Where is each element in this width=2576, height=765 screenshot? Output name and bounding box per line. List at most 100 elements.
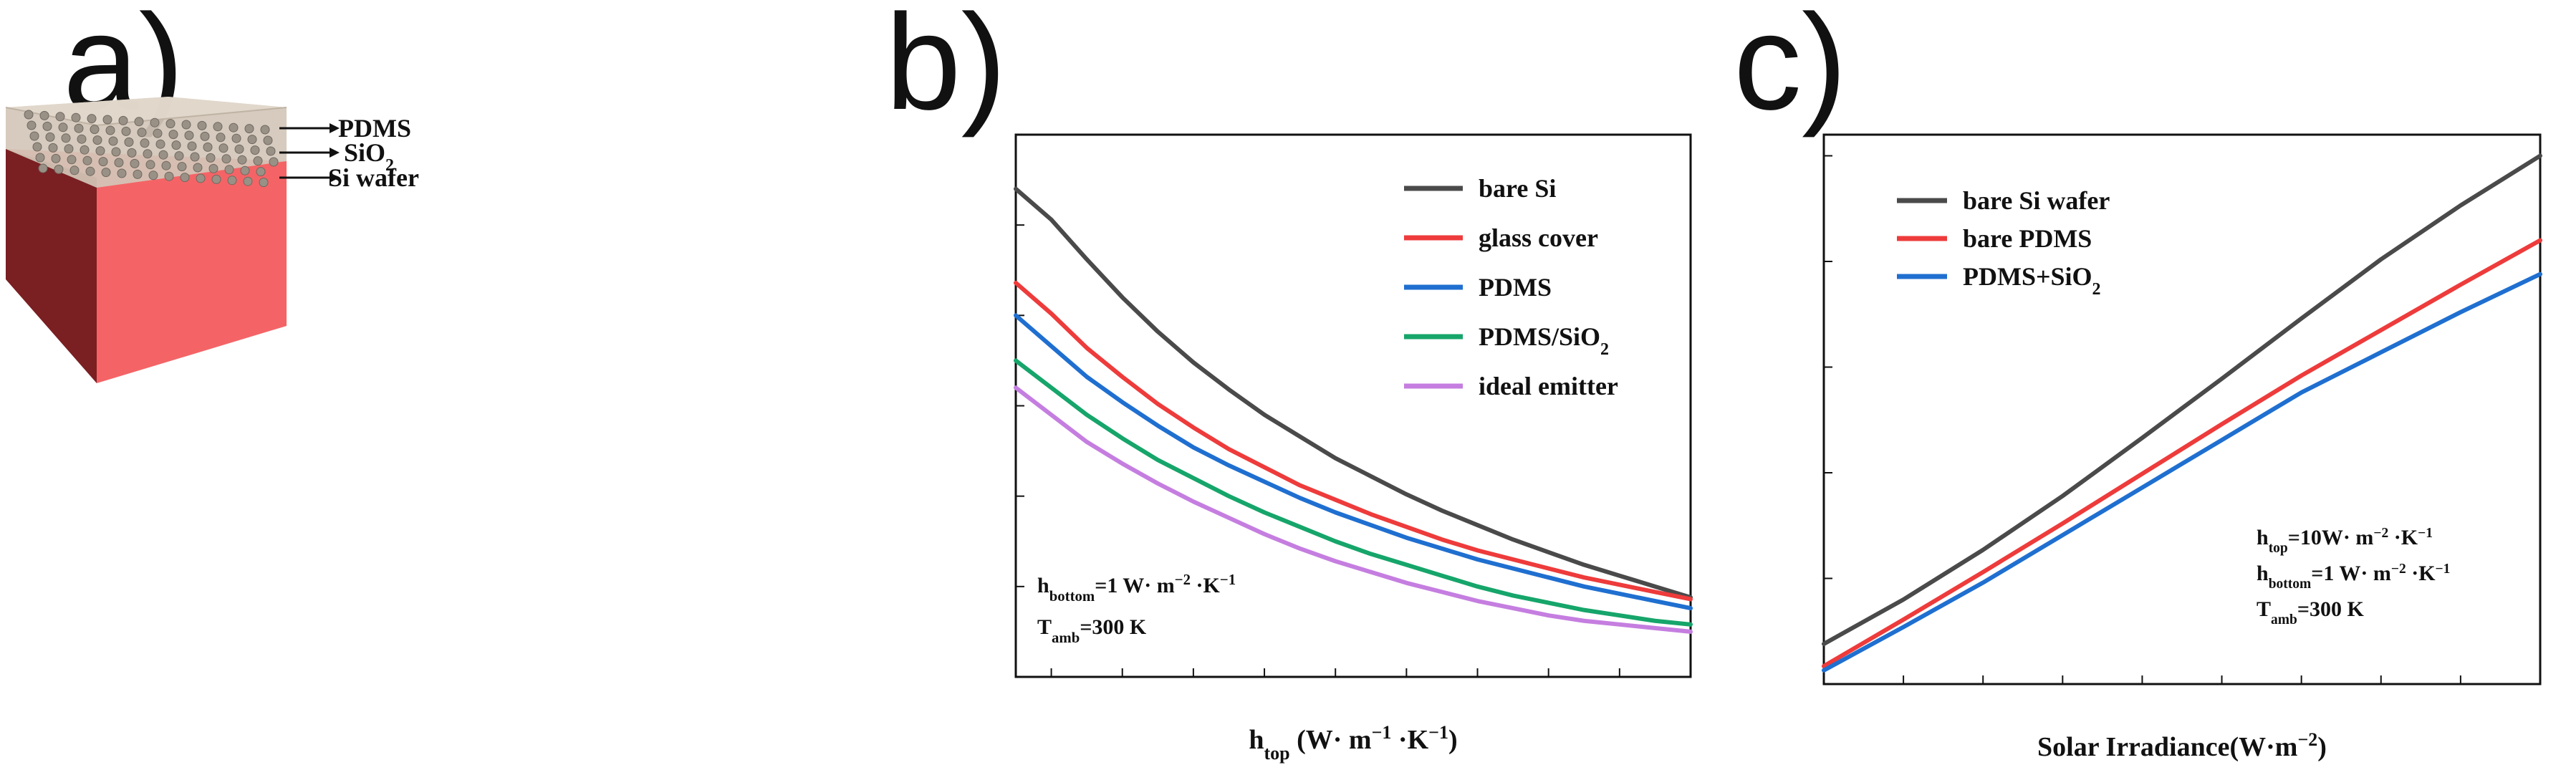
annotation-line-1: hbottom=1 W· m−2 ·K−1 <box>1037 572 1236 605</box>
sio2-particle <box>237 155 247 165</box>
plot-frame <box>1822 133 2542 685</box>
sio2-particle <box>211 174 221 184</box>
layer-label-1: PDMS <box>338 114 411 143</box>
series-line-4 <box>1014 358 1693 627</box>
sio2-particle <box>266 146 276 156</box>
legend-label-4: PDMS/SiO2 <box>1479 322 1609 359</box>
sio2-particle <box>82 155 92 165</box>
sio2-particle <box>224 165 234 175</box>
sio2-particle <box>168 130 178 140</box>
sio2-particle <box>77 134 87 144</box>
sio2-particle <box>102 115 112 125</box>
sio2-particle <box>108 136 118 146</box>
sio2-particle <box>256 167 266 177</box>
sio2-particle <box>61 133 71 143</box>
sio2-particle <box>42 121 52 131</box>
sio2-particle <box>130 158 140 168</box>
sio2-particle <box>118 115 128 125</box>
sio2-particle <box>171 140 181 150</box>
sio2-particle <box>250 145 260 155</box>
sio2-particle <box>206 153 216 163</box>
sio2-particle <box>197 120 207 130</box>
pointer-arrow <box>330 123 340 133</box>
series-line-2 <box>1014 280 1693 602</box>
sio2-particle <box>153 128 163 138</box>
panel-b: b) htop (W· m−1 ·K−1) bare Si glass cover P… <box>881 0 1726 765</box>
sio2-particle <box>32 142 42 152</box>
legend-label-2: bare PDMS <box>1963 224 2092 253</box>
panel-a: a) PDMS SiO2 Si wafer <box>0 0 881 765</box>
x-axis-title: Solar Irradiance(W·m−2) <box>2037 729 2327 763</box>
sio2-particle <box>227 175 237 186</box>
sio2-particle <box>174 151 184 161</box>
sio2-particle <box>45 132 55 142</box>
sio2-particle <box>121 126 131 136</box>
sio2-particle <box>181 120 191 130</box>
series-line-1 <box>1014 186 1693 600</box>
legend-label-3: PDMS <box>1479 273 1552 302</box>
sio2-particle <box>64 144 74 154</box>
sio2-particle <box>134 117 144 127</box>
legend-label-1: bare Si wafer <box>1963 186 2110 215</box>
panel-c-letter: c) <box>1734 0 1847 138</box>
sio2-particle <box>196 173 206 183</box>
sio2-particle <box>244 124 254 134</box>
sio2-particle <box>240 165 250 175</box>
sio2-particle <box>148 170 158 181</box>
pointer-arrow <box>330 148 340 158</box>
layer-label-3: Si wafer <box>328 163 419 192</box>
sio2-particle <box>208 163 218 173</box>
sio2-particle <box>117 168 127 178</box>
sio2-particle <box>98 157 108 167</box>
sio2-particle <box>105 125 115 135</box>
series-line-3 <box>1822 271 2542 673</box>
annotation-line-1: htop=10W· m−2 ·K−1 <box>2257 526 2433 556</box>
sio2-particle <box>69 165 80 175</box>
sio2-particle <box>150 117 160 128</box>
sio2-particle <box>143 149 153 159</box>
series-line-1 <box>1822 153 2542 646</box>
sio2-particle <box>218 143 229 153</box>
sio2-particle <box>74 123 84 133</box>
sio2-particle <box>27 120 37 130</box>
panel-b-letter: b) <box>885 0 1006 138</box>
chart-c: Solar Irradiance(W·m−2) bare Si wafer bare… <box>1822 133 2542 763</box>
sio2-particle <box>158 150 168 160</box>
sio2-particle <box>54 164 64 174</box>
annotation-line-3: Tamb=300 K <box>2257 597 2364 627</box>
sio2-particle <box>263 135 273 145</box>
sio2-particle <box>90 125 100 135</box>
sio2-particle <box>164 171 174 181</box>
sio2-particle <box>140 138 150 148</box>
legend-label-2: glass cover <box>1479 223 1598 252</box>
chart-b: htop (W· m−1 ·K−1) bare Si glass cover PDMS… <box>1014 133 1693 764</box>
sio2-particle <box>180 173 190 183</box>
sio2-particle <box>260 125 270 135</box>
legend-label-1: bare Si <box>1479 174 1556 203</box>
sio2-particle <box>92 135 102 145</box>
sio2-particle <box>127 148 137 158</box>
sio2-particle <box>145 160 155 170</box>
sio2-particle <box>85 166 95 176</box>
pointer-arrow <box>330 173 340 183</box>
sio2-particle <box>216 133 226 143</box>
sio2-particle <box>234 144 244 154</box>
sio2-particle <box>187 141 197 151</box>
sio2-particle <box>80 145 90 155</box>
x-axis-title: htop (W· m−1 ·K−1) <box>1249 722 1457 764</box>
series-line-5 <box>1014 385 1693 634</box>
series-line-2 <box>1822 238 2542 668</box>
annotation-line-2: hbottom=1 W· m−2 ·K−1 <box>2257 562 2450 592</box>
sio2-particle <box>213 122 223 132</box>
sio2-particle <box>95 146 105 156</box>
sio2-particle <box>243 176 253 186</box>
sio2-particle <box>24 110 34 120</box>
sio2-particle <box>161 160 171 170</box>
sio2-particle <box>101 168 111 178</box>
sio2-particle <box>137 128 147 138</box>
annotation-line-2: Tamb=300 K <box>1037 615 1147 646</box>
si-wafer-right-face <box>97 161 287 383</box>
sio2-particle <box>203 142 213 152</box>
sio2-particle <box>48 143 58 153</box>
sio2-particle <box>190 152 200 162</box>
